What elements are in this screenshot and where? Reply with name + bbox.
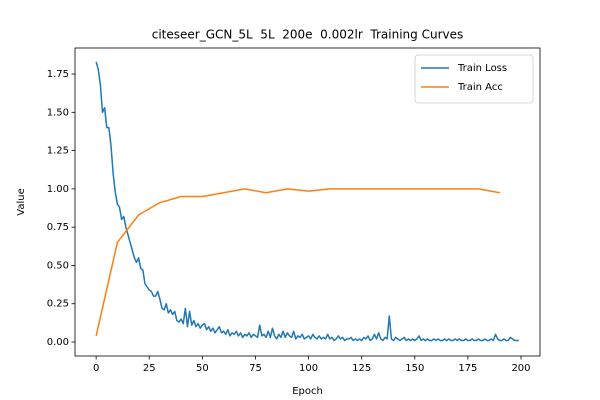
x-tick-label: 0 (93, 363, 99, 374)
y-tick-label: 0.50 (47, 260, 69, 271)
y-tick-label: 1.75 (47, 69, 69, 80)
line-series (95, 188, 500, 337)
legend-label: Train Loss (457, 63, 507, 74)
plot-frame (74, 47, 541, 357)
x-tick-label: 175 (458, 363, 477, 374)
legend-label: Train Acc (457, 82, 503, 93)
x-tick-label: 150 (405, 363, 424, 374)
y-axis-label: Value (16, 188, 27, 215)
x-tick-label: 200 (511, 363, 530, 374)
line-series (95, 61, 519, 342)
y-tick-label: 1.25 (47, 146, 69, 157)
y-tick-label: 1.00 (47, 184, 69, 195)
legend-box (414, 54, 534, 104)
x-tick-label: 125 (352, 363, 371, 374)
y-tick-label: 1.50 (47, 107, 69, 118)
x-tick-label: 50 (196, 363, 209, 374)
y-tick-label: 0.00 (47, 337, 69, 348)
x-tick-label: 75 (249, 363, 262, 374)
x-axis-label: Epoch (292, 386, 323, 397)
x-tick-label: 100 (299, 363, 318, 374)
y-tick-label: 0.75 (47, 222, 69, 233)
x-tick-label: 25 (143, 363, 156, 374)
y-tick-label: 0.25 (47, 299, 69, 310)
chart-title: citeseer_GCN_5L 5L 200e 0.002lr Training… (152, 28, 464, 42)
